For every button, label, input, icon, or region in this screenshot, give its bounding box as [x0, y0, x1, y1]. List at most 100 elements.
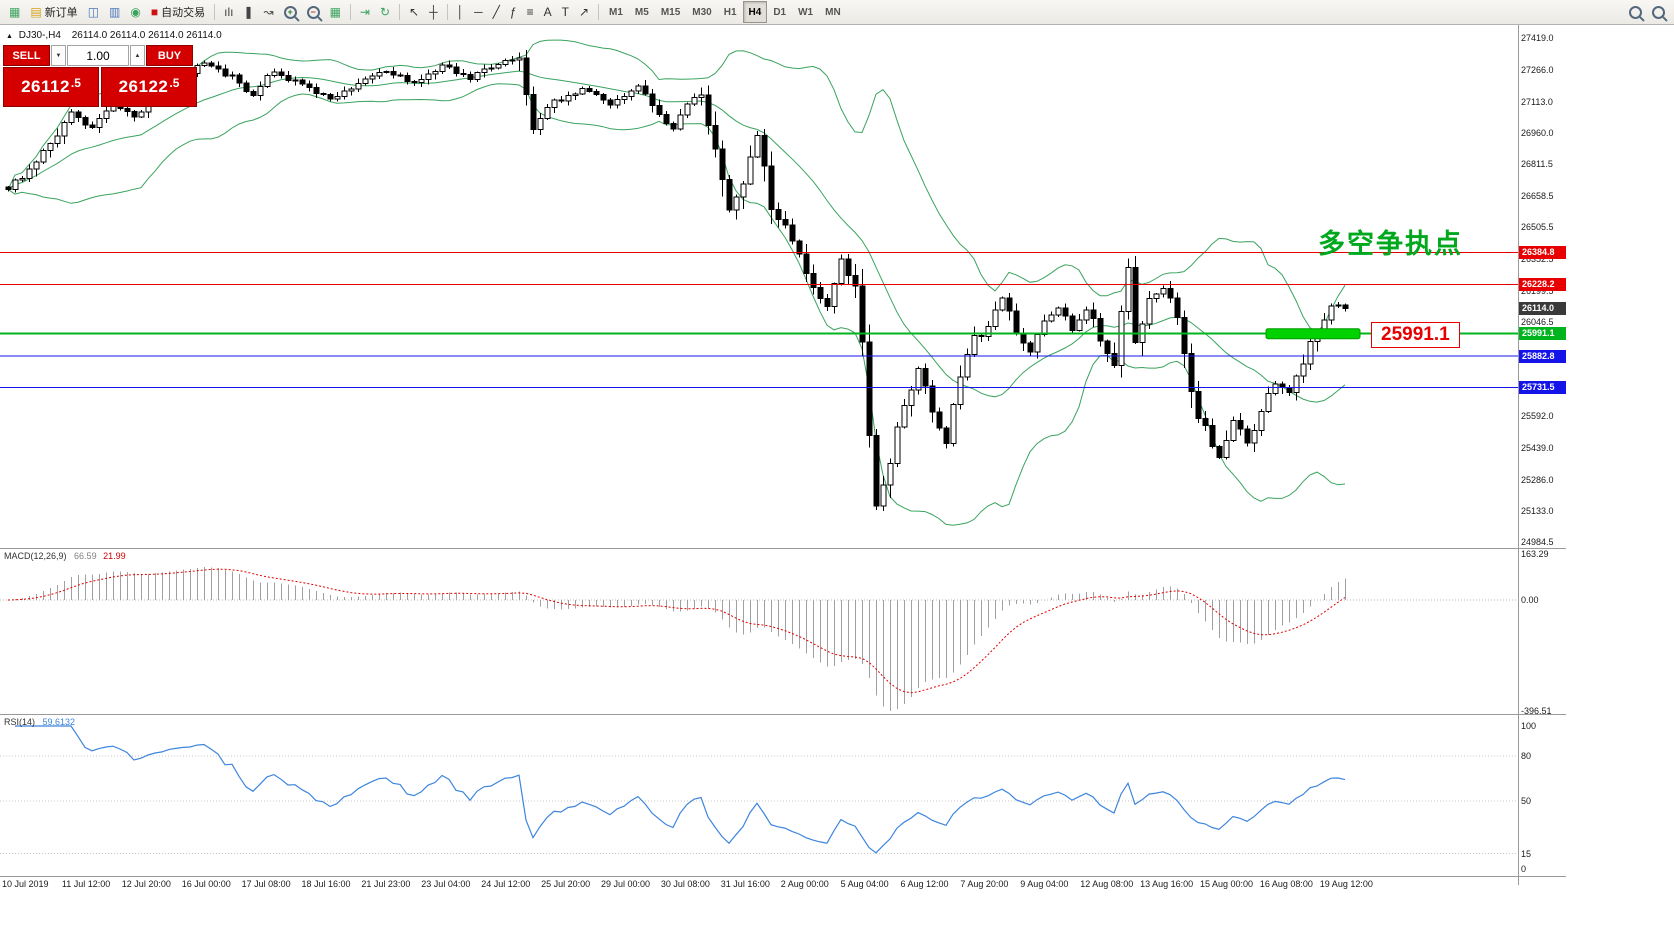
horizontal-line-button[interactable]: ─	[469, 1, 488, 23]
chart-shift-button[interactable]: ⇥	[355, 1, 375, 23]
time-axis-label: 31 Jul 16:00	[720, 879, 770, 889]
auto-scroll-button[interactable]: ↻	[375, 1, 395, 23]
rsi-line	[15, 725, 1346, 854]
price-axis-label: 26352.5	[1521, 253, 1554, 264]
rsi-axis-label: 15	[1521, 848, 1532, 859]
volume-up-button[interactable]: ▲	[130, 45, 145, 66]
time-axis-label: 11 Jul 12:00	[61, 879, 111, 889]
horizontal-line-icon: ─	[474, 5, 483, 19]
arrows-icon: ↗	[578, 5, 589, 19]
fibonacci-button[interactable]: ƒ	[505, 1, 522, 23]
timeframe-w1-button[interactable]: W1	[798, 6, 814, 18]
time-axis-label: 19 Aug 12:00	[1319, 879, 1373, 889]
time-axis-label: 15 Aug 00:00	[1200, 879, 1254, 889]
toolbar-separator	[349, 4, 351, 20]
rsi-axis-label: 0	[1521, 864, 1527, 874]
timeframe-d1-button[interactable]: D1	[773, 6, 787, 18]
rsi-axis-label: 100	[1521, 721, 1537, 731]
autotrading-button[interactable]: ■ 自动交易	[146, 1, 210, 23]
timeframe-m15-button[interactable]: M15	[660, 6, 681, 18]
time-axis-label: 16 Jul 00:00	[181, 879, 231, 889]
time-axis-label: 10 Jul 2019	[2, 879, 49, 889]
crosshair-icon: ┼	[429, 5, 438, 19]
bull-bear-contention-annotation[interactable]: 多空争执点	[1318, 229, 1463, 259]
trendline-icon: ╱	[492, 5, 500, 19]
time-axis-label: 6 Aug 12:00	[900, 879, 949, 889]
charts-window-button[interactable]: ◫	[83, 1, 104, 23]
crosshair-button[interactable]: ┼	[424, 1, 443, 23]
timeframe-m30-button[interactable]: M30	[692, 6, 712, 18]
rsi-axis-label: 80	[1521, 751, 1532, 761]
arrows-button[interactable]: ↗	[574, 1, 594, 23]
rsi-value: 59.6132	[42, 717, 76, 727]
candle-chart-icon: ❚	[243, 5, 254, 19]
quick-search-button[interactable]	[1647, 1, 1670, 23]
zoom-in-button[interactable]	[279, 1, 302, 23]
alerts-icon: ◉	[130, 5, 141, 19]
time-axis-label: 12 Jul 20:00	[121, 879, 171, 889]
sell-price-frac: .5	[70, 75, 81, 90]
timeframe-m1-button[interactable]: M1	[609, 6, 623, 18]
text-label-button[interactable]: T	[557, 1, 574, 23]
time-axis-label: 12 Aug 08:00	[1080, 879, 1134, 889]
macd-rsi-separator[interactable]	[0, 714, 1566, 715]
price-tag-25882.8: 25882.8	[1519, 349, 1566, 363]
price-axis-label: 26505.5	[1521, 222, 1554, 233]
candle-chart-button[interactable]: ❚	[238, 1, 258, 23]
line-chart-button[interactable]: ↝	[259, 1, 279, 23]
rsi-axis-label: 50	[1521, 796, 1532, 806]
level-price-label[interactable]: 25991.1	[1371, 322, 1460, 348]
price-axis-separator	[1518, 25, 1519, 885]
cursor-button[interactable]: ↖	[404, 1, 424, 23]
search-button[interactable]	[1624, 1, 1647, 23]
chevron-up-icon: ▲	[134, 52, 141, 59]
text-button[interactable]: A	[539, 1, 557, 23]
alerts-button[interactable]: ◉	[125, 1, 145, 23]
sell-price-main: 26112	[21, 77, 70, 96]
new-chart-button[interactable]: ▦	[4, 1, 25, 23]
charts-window-icon: ◫	[87, 5, 100, 19]
price-axis-label: 26658.5	[1521, 190, 1554, 201]
highlight-segment[interactable]	[1265, 328, 1361, 340]
volume-down-button[interactable]: ▼	[51, 45, 66, 66]
sell-price-display[interactable]: 26112 .5	[3, 67, 99, 107]
timeframe-h4-button[interactable]: H4	[742, 1, 768, 23]
macd-signal-value: 21.99	[103, 551, 126, 561]
profiles-button[interactable]: ▥	[104, 1, 125, 23]
quick-search-icon	[1652, 5, 1665, 19]
zoom-out-button[interactable]	[302, 1, 325, 23]
buy-price-main: 26122	[118, 77, 169, 96]
sell-button[interactable]: SELL	[3, 45, 50, 66]
search-icon	[1629, 5, 1642, 19]
text-label-icon: T	[561, 5, 569, 19]
price-axis-label: 27266.0	[1521, 65, 1554, 76]
vertical-line-button[interactable]: │	[452, 1, 470, 23]
new-order-button[interactable]: ▤ 新订单	[25, 1, 82, 23]
trendline-button[interactable]: ╱	[488, 1, 505, 23]
time-axis-label: 29 Jul 00:00	[601, 879, 651, 889]
bar-chart-button[interactable]: ılı	[219, 1, 238, 23]
main-macd-separator[interactable]	[0, 548, 1566, 549]
buy-price-frac: .5	[169, 75, 180, 90]
equidistant-channel-button[interactable]: ≡	[522, 1, 539, 23]
price-axis-label: 26811.5	[1521, 159, 1553, 170]
macd-axis-label: 0.00	[1521, 595, 1539, 605]
grid-button[interactable]: ▦	[325, 1, 346, 23]
price-tag-26384.8: 26384.8	[1519, 245, 1566, 259]
timeframe-h1-button[interactable]: H1	[723, 6, 737, 18]
time-axis-label: 9 Aug 04:00	[1020, 879, 1069, 889]
symbol-marker-icon: ▲	[6, 33, 13, 40]
timeframe-mn-button[interactable]: MN	[825, 6, 841, 18]
chart-shift-icon: ⇥	[359, 5, 370, 19]
rsi-timeaxis-separator	[0, 876, 1566, 877]
timeframe-m5-button[interactable]: M5	[634, 6, 649, 18]
buy-price-display[interactable]: 26122 .5	[101, 67, 197, 107]
toolbar-separator	[399, 4, 401, 20]
volume-input[interactable]	[67, 45, 129, 66]
macd-main-value: 66.59	[74, 551, 97, 561]
price-axis-label: 25592.0	[1521, 411, 1554, 422]
buy-button[interactable]: BUY	[146, 45, 193, 66]
